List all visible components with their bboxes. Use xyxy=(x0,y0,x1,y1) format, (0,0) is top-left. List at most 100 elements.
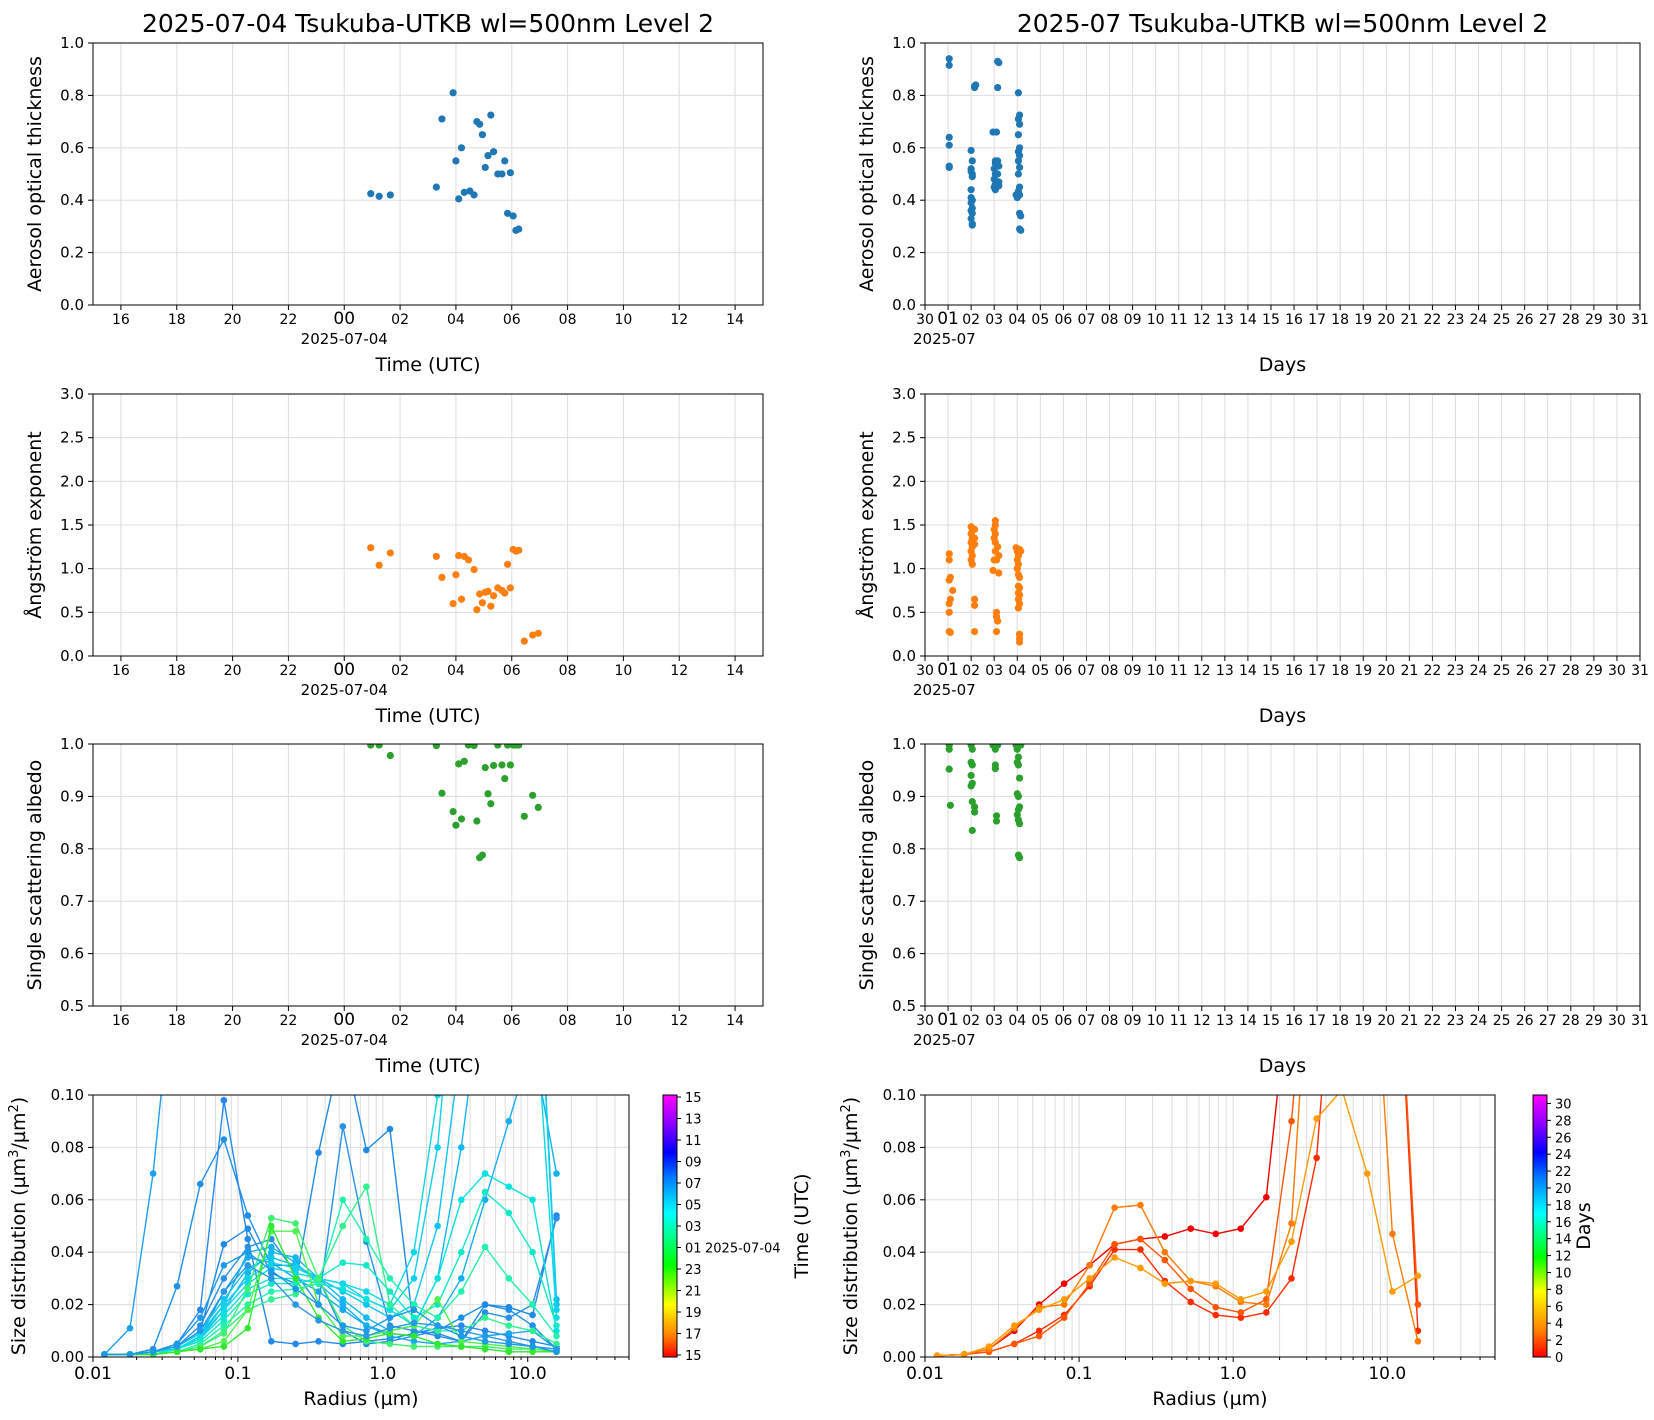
data-point xyxy=(457,815,466,823)
data-point xyxy=(494,744,502,749)
colorbar-tick-label: 23 xyxy=(685,1263,702,1278)
x-tick-label: 03 xyxy=(985,312,1003,328)
plot-area xyxy=(367,89,523,234)
y-tick-label: 0.5 xyxy=(60,603,84,621)
series-point xyxy=(410,1314,418,1321)
panel-size-month: 0.01 0.1 1.0 10.0 0.00 0.02 0.04 0.06 0.08 0.10 Ra… xyxy=(839,830,1595,1410)
series-point xyxy=(386,1314,394,1321)
series-line xyxy=(104,1095,558,1356)
y-tick-label: 0.0 xyxy=(892,647,916,665)
series-point xyxy=(386,1340,394,1348)
colorbar-tick-label: 26 xyxy=(1555,1131,1572,1146)
x-tick-label: 02 xyxy=(962,312,980,328)
series-point xyxy=(339,1196,347,1204)
series-point xyxy=(386,1306,394,1314)
x-tick-label: 13 xyxy=(1216,312,1234,328)
series-point xyxy=(1187,1285,1195,1293)
series-point xyxy=(244,1285,252,1293)
x-tick-label: 00 xyxy=(333,660,355,680)
series-point xyxy=(292,1254,299,1261)
x-axis-label: Time (UTC) xyxy=(374,1055,480,1077)
series-point xyxy=(220,1301,228,1308)
panel-size-day: 0.01 0.1 1.0 10.0 0.00 0.02 0.04 0.06 0.08 0.10 Ra… xyxy=(7,830,813,1410)
data-point xyxy=(1015,163,1024,172)
data-point xyxy=(992,817,1001,825)
x-tick-label: 05 xyxy=(1031,1013,1049,1029)
plot-area xyxy=(101,830,560,1357)
data-point xyxy=(473,817,481,825)
grid xyxy=(93,393,763,657)
data-point xyxy=(386,549,394,557)
y-tick-label: 0.2 xyxy=(892,244,916,262)
series-point xyxy=(1111,1241,1118,1248)
data-point xyxy=(945,765,953,773)
y-tick-label: 0.4 xyxy=(892,191,916,209)
series-line xyxy=(937,1095,1419,1357)
x-tick-label: 22 xyxy=(1424,1013,1442,1029)
x-tick-label: 05 xyxy=(1031,663,1049,679)
x-tick-label: 16 xyxy=(112,312,130,328)
data-point xyxy=(945,556,953,564)
x-tick-label: 29 xyxy=(1585,312,1603,328)
data-point xyxy=(478,599,487,607)
x-tick-label: 15 xyxy=(1262,1013,1280,1029)
data-point xyxy=(970,540,979,548)
data-point xyxy=(945,141,953,149)
x-tick-label: 02 xyxy=(962,663,980,679)
x-tick-label: 20 xyxy=(1377,312,1395,328)
series-point xyxy=(220,1288,228,1295)
series-point xyxy=(506,830,513,837)
data-point xyxy=(501,589,509,597)
colorbar-tick-label: 18 xyxy=(1555,1199,1572,1214)
series-point xyxy=(1313,1115,1320,1122)
series-point xyxy=(482,830,489,837)
data-point xyxy=(989,566,997,575)
series-point xyxy=(292,1285,299,1293)
x-tick-label: 12 xyxy=(1193,312,1211,328)
colorbar-tick-label: 21 xyxy=(685,1285,702,1300)
series-point xyxy=(244,1324,252,1332)
data-point xyxy=(995,162,1003,170)
grid xyxy=(924,743,1641,1007)
series-point xyxy=(1035,1306,1043,1314)
x-tick-label: 20 xyxy=(224,312,242,328)
data-point xyxy=(457,144,466,152)
axes-frame xyxy=(924,743,1641,1007)
y-tick-label: 3.0 xyxy=(60,385,84,403)
series-point xyxy=(505,1348,513,1356)
series-point xyxy=(481,1332,489,1340)
x-tick-label: 24 xyxy=(1470,312,1488,328)
x-tick-label: 18 xyxy=(168,312,186,328)
data-point xyxy=(1015,120,1024,128)
series-point xyxy=(386,1330,394,1337)
y-tick-label: 0.5 xyxy=(892,997,916,1015)
series-point xyxy=(481,1188,489,1196)
data-point xyxy=(534,629,542,637)
series-point xyxy=(1161,1256,1169,1264)
series-point xyxy=(529,1301,536,1308)
series-point xyxy=(387,830,394,837)
data-point xyxy=(503,744,512,749)
series-point xyxy=(126,1324,134,1332)
series-point xyxy=(267,1214,275,1222)
x-tick-label: 12 xyxy=(1193,1013,1211,1029)
series-point xyxy=(292,1290,299,1298)
data-point xyxy=(946,801,954,809)
x-tick-label: 26 xyxy=(1516,663,1534,679)
y-tick-label: 0.8 xyxy=(60,86,84,104)
panel-ssa-month: 30 01 02 03 04 05 06 07 08 09 10 11 12 13 14 15 16 17 18 19… xyxy=(856,735,1649,1077)
series-point xyxy=(315,1337,322,1345)
series-point xyxy=(363,1235,370,1243)
x-tick-label: 14 xyxy=(726,663,744,679)
x-tick-label: 01 xyxy=(937,660,959,680)
data-point xyxy=(375,192,383,200)
series-point xyxy=(410,1337,418,1345)
x-tick-label: 19 xyxy=(1354,1013,1372,1029)
series-point xyxy=(363,1322,370,1329)
series-point xyxy=(1364,830,1371,837)
series-point xyxy=(1212,1303,1220,1311)
x-tick-label: 20 xyxy=(1377,1013,1395,1029)
x-tick-label: 09 xyxy=(1124,1013,1142,1029)
series-point xyxy=(220,1311,228,1319)
series xyxy=(933,1095,1422,1357)
